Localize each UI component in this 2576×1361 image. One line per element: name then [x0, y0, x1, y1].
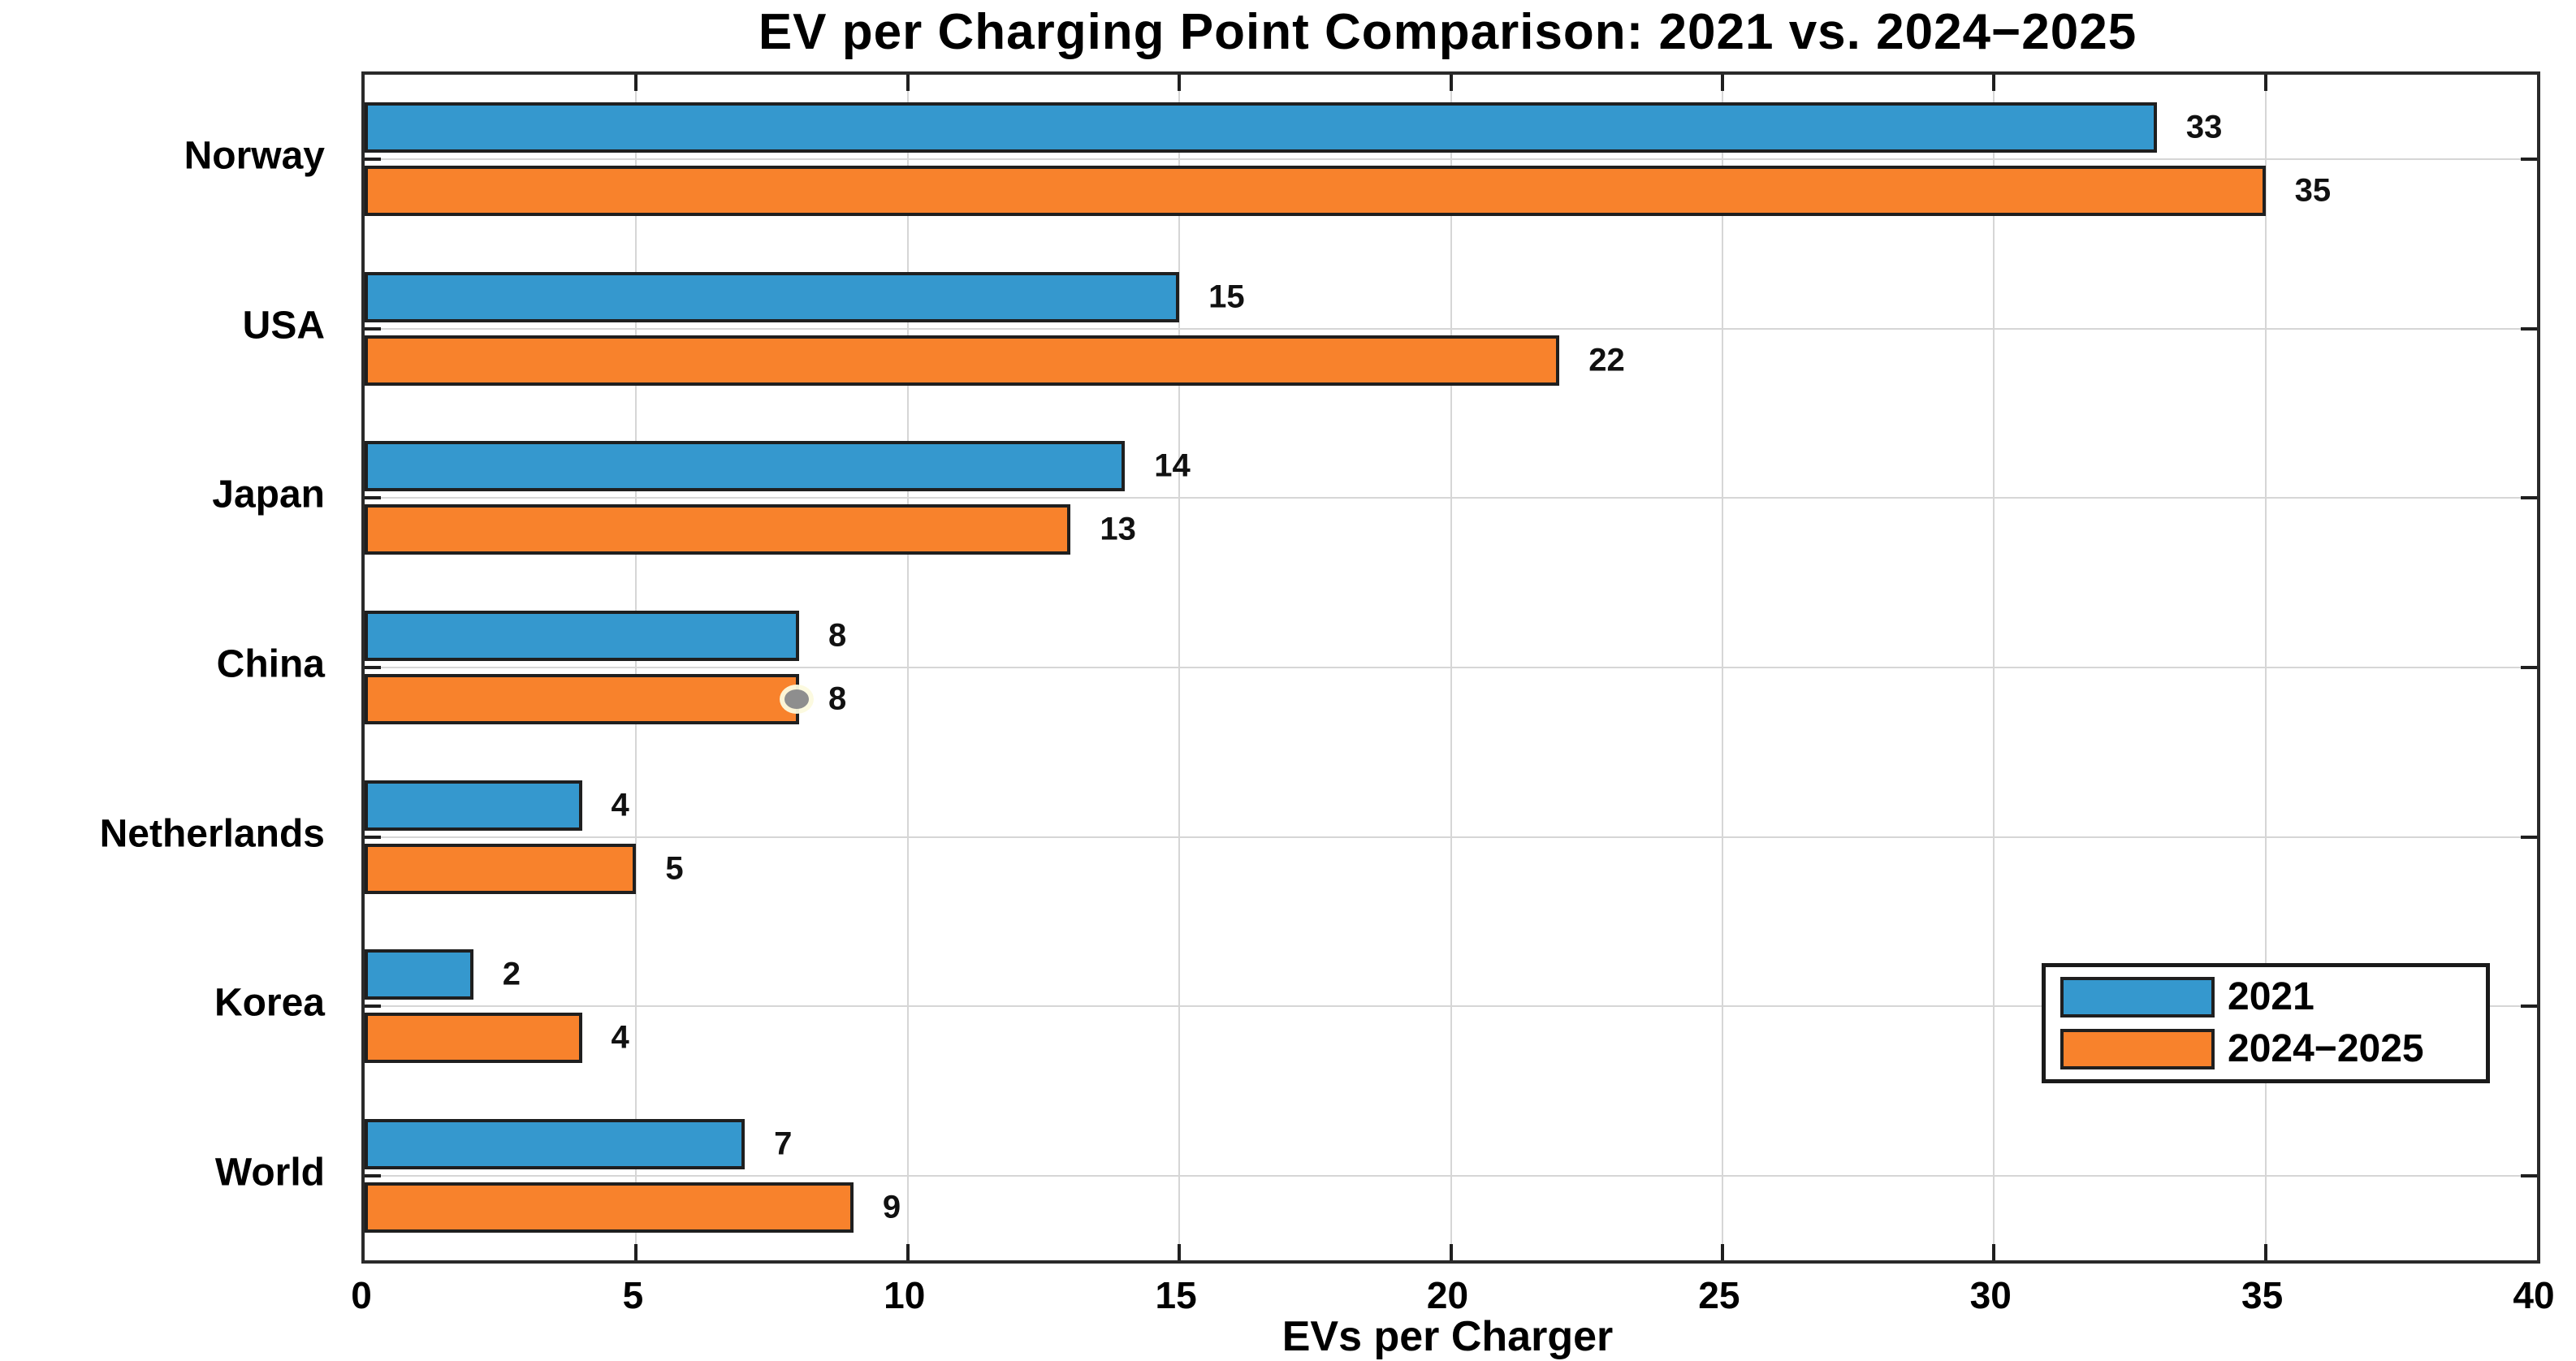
bar-2021-china — [365, 611, 799, 661]
x-tick-bottom-30 — [1992, 1244, 1996, 1260]
bar-20242025-world — [365, 1182, 854, 1233]
gray-dot-marker — [784, 689, 809, 709]
y-tick-right-norway — [2521, 158, 2537, 162]
x-axis-label: EVs per Charger — [1282, 1313, 1614, 1360]
bar-value-20242025-japan: 13 — [1100, 511, 1136, 547]
y-tick-left-usa — [365, 326, 381, 331]
y-tick-left-japan — [365, 496, 381, 500]
bar-value-20242025-netherlands: 5 — [665, 850, 684, 887]
category-label-china: China — [216, 642, 325, 686]
bar-value-2021-netherlands: 4 — [611, 787, 629, 823]
x-tick-bottom-5 — [634, 1244, 638, 1260]
x-tick-label-20: 20 — [1426, 1274, 1469, 1316]
category-label-korea: Korea — [214, 981, 325, 1025]
y-tick-right-japan — [2521, 496, 2537, 500]
bar-2021-norway — [365, 102, 2157, 153]
y-tick-left-china — [365, 666, 381, 669]
y-tick-left-korea — [365, 1005, 381, 1009]
bar-2021-usa — [365, 271, 1180, 322]
category-label-world: World — [214, 1151, 325, 1195]
gridline-y-usa — [365, 327, 2537, 330]
bar-20242025-norway — [365, 166, 2266, 217]
bar-value-2021-norway: 33 — [2185, 109, 2223, 145]
x-tick-bottom-35 — [2263, 1244, 2267, 1260]
bar-value-20242025-norway: 35 — [2294, 172, 2332, 209]
bar-value-20242025-world: 9 — [882, 1189, 901, 1225]
bar-value-2021-korea: 2 — [502, 956, 521, 992]
bar-20242025-netherlands — [365, 843, 637, 894]
legend: 2021 2024−2025 — [2042, 963, 2490, 1083]
x-tick-bottom-20 — [1449, 1244, 1453, 1260]
chart-title: EV per Charging Point Comparison: 2021 v… — [758, 4, 2137, 60]
x-tick-label-25: 25 — [1698, 1274, 1740, 1316]
category-label-netherlands: Netherlands — [99, 812, 325, 856]
bar-20242025-japan — [365, 504, 1071, 555]
legend-item-2024-2025: 2024−2025 — [2060, 1026, 2486, 1072]
y-tick-right-china — [2521, 666, 2537, 669]
bar-value-2021-china: 8 — [828, 617, 847, 654]
y-tick-right-korea — [2521, 1005, 2537, 1009]
y-tick-right-world — [2521, 1173, 2537, 1177]
x-tick-label-35: 35 — [2241, 1274, 2284, 1316]
legend-label-2021: 2021 — [2228, 975, 2315, 1018]
y-tick-right-netherlands — [2521, 835, 2537, 839]
bar-value-2021-usa: 15 — [1208, 279, 1245, 315]
bar-20242025-korea — [365, 1013, 582, 1064]
x-tick-label-15: 15 — [1155, 1274, 1197, 1316]
bar-value-20242025-usa: 22 — [1588, 342, 1625, 378]
legend-swatch-2024-2025 — [2060, 1029, 2215, 1069]
bar-2021-world — [365, 1118, 746, 1169]
gridline-y-japan — [365, 497, 2537, 499]
x-tick-label-0: 0 — [351, 1274, 372, 1316]
legend-swatch-2021 — [2060, 977, 2215, 1018]
gridline-y-korea — [365, 1005, 2537, 1008]
gridline-y-norway — [365, 158, 2537, 161]
x-tick-top-20 — [1449, 75, 1453, 91]
gridline-y-world — [365, 1174, 2537, 1177]
gridline-y-netherlands — [365, 836, 2537, 838]
x-tick-label-30: 30 — [1969, 1274, 2012, 1316]
x-tick-bottom-10 — [905, 1244, 910, 1260]
y-tick-left-world — [365, 1173, 381, 1177]
bar-2021-japan — [365, 441, 1126, 492]
legend-item-2021: 2021 — [2060, 974, 2486, 1020]
x-tick-top-25 — [1720, 75, 1724, 91]
legend-label-2024-2025: 2024−2025 — [2228, 1027, 2424, 1070]
category-label-usa: USA — [242, 304, 325, 348]
y-tick-right-usa — [2521, 326, 2537, 331]
x-tick-bottom-25 — [1720, 1244, 1724, 1260]
bar-20242025-usa — [365, 335, 1560, 386]
bar-2021-korea — [365, 949, 473, 1000]
bar-2021-netherlands — [365, 780, 582, 831]
x-tick-label-5: 5 — [622, 1274, 644, 1316]
bar-20242025-china — [365, 674, 799, 724]
y-tick-left-netherlands — [365, 835, 381, 839]
x-tick-label-40: 40 — [2513, 1274, 2555, 1316]
x-tick-bottom-15 — [1178, 1244, 1182, 1260]
plot-area: 33 15 14 8 4 2 7 35 22 13 8 5 4 9 — [361, 71, 2540, 1264]
bar-value-2021-world: 7 — [774, 1126, 793, 1162]
x-tick-top-35 — [2263, 75, 2267, 91]
gridline-y-china — [365, 667, 2537, 668]
bar-value-20242025-korea: 4 — [611, 1019, 629, 1056]
bar-value-20242025-china: 8 — [828, 680, 847, 717]
x-tick-top-10 — [905, 75, 910, 91]
category-label-japan: Japan — [212, 473, 325, 516]
category-label-norway: Norway — [184, 134, 325, 178]
bar-value-2021-japan: 14 — [1154, 447, 1191, 484]
x-tick-top-5 — [634, 75, 638, 91]
x-tick-label-10: 10 — [884, 1274, 926, 1316]
x-tick-top-30 — [1992, 75, 1996, 91]
y-tick-left-norway — [365, 158, 381, 162]
x-tick-top-15 — [1178, 75, 1182, 91]
